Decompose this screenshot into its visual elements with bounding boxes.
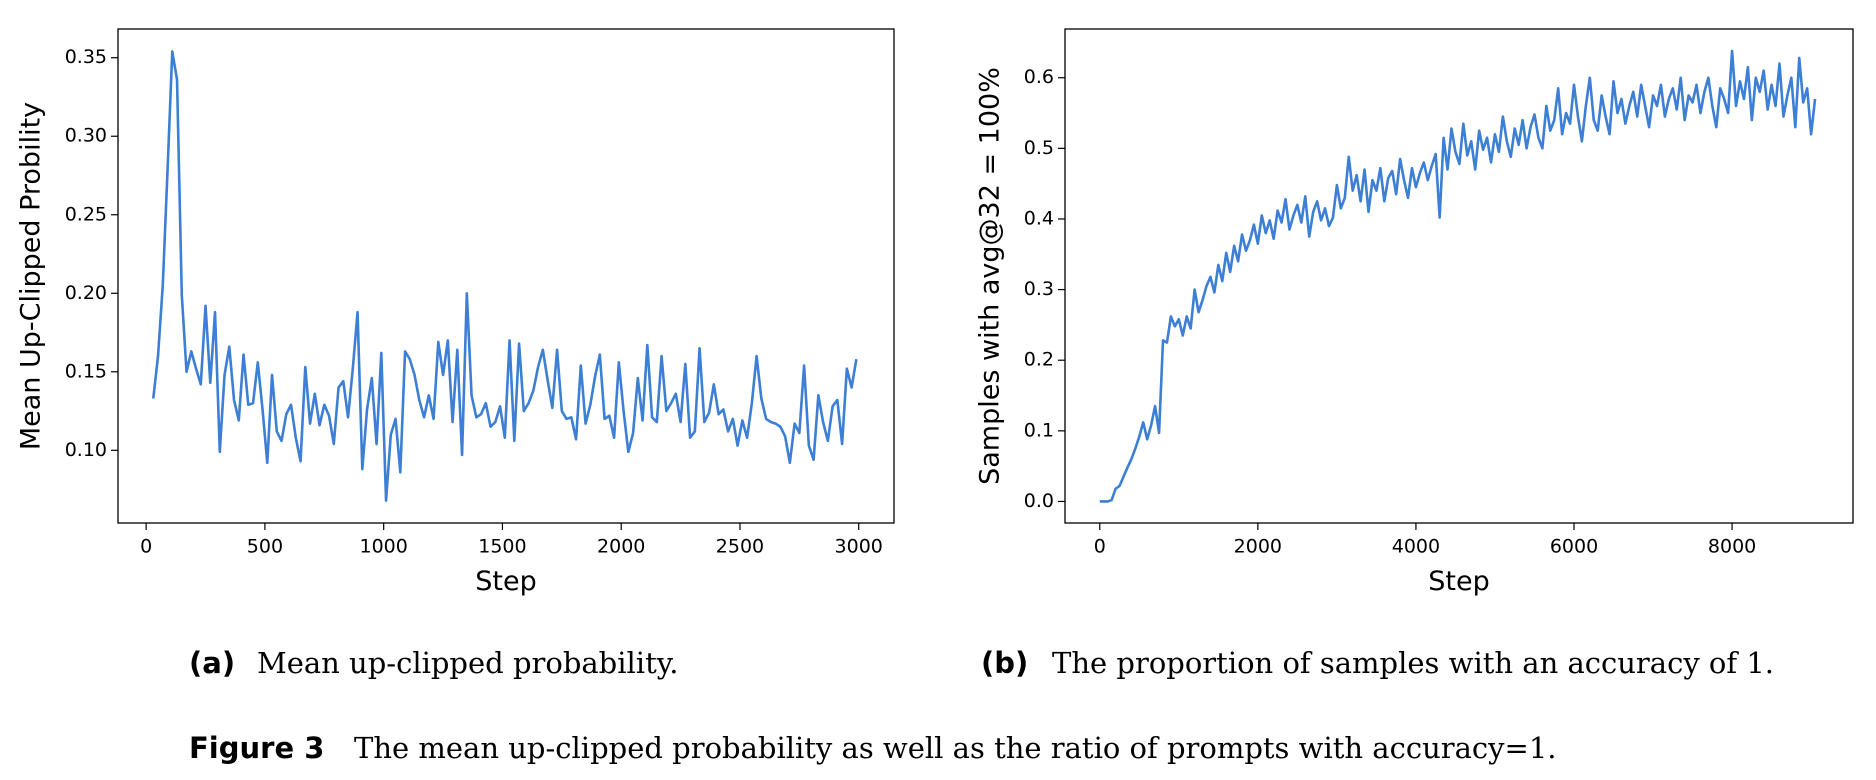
y-tick-label: 0.25: [65, 203, 107, 225]
y-tick-label: 0.0: [1024, 490, 1054, 512]
data-line: [1099, 49, 1817, 503]
x-tick-label: 500: [247, 536, 283, 558]
y-tick-label: 0.5: [1024, 137, 1054, 159]
x-tick-label: 2000: [597, 536, 645, 558]
figure-caption: The mean up-clipped probability as well …: [354, 731, 1557, 765]
x-tick-label: 3000: [835, 536, 883, 558]
y-tick-label: 0.4: [1024, 207, 1054, 229]
x-tick-label: 1000: [359, 536, 407, 558]
x-axis-label: Step: [475, 566, 536, 597]
subcaption-label: (a): [189, 646, 235, 680]
y-tick-label: 0.20: [65, 282, 107, 304]
y-tick-label: 0.2: [1024, 349, 1054, 371]
y-tick-label: 0.10: [65, 439, 107, 461]
figure-caption-label: Figure 3: [189, 731, 324, 765]
subcaption-label: (b): [981, 646, 1028, 680]
x-tick-label: 4000: [1392, 536, 1440, 558]
axes-frame: [117, 28, 895, 524]
y-tick-label: 0.30: [65, 125, 107, 147]
y-axis-label: Samples with avg@32 = 100%: [975, 67, 1006, 485]
x-tick-label: 8000: [1708, 536, 1756, 558]
x-tick-label: 2500: [716, 536, 764, 558]
y-tick-label: 0.15: [65, 360, 107, 382]
data-line: [151, 50, 858, 502]
y-tick-label: 0.6: [1024, 66, 1054, 88]
y-tick-label: 0.3: [1024, 278, 1054, 300]
x-tick-label: 6000: [1550, 536, 1598, 558]
subcaption: The proportion of samples with an accura…: [1052, 646, 1774, 680]
x-axis-label: Step: [1428, 566, 1489, 597]
y-tick-label: 0.1: [1024, 419, 1054, 441]
x-tick-label: 0: [140, 536, 152, 558]
x-tick-label: 1500: [478, 536, 526, 558]
x-tick-label: 2000: [1234, 536, 1282, 558]
x-tick-label: 0: [1094, 536, 1106, 558]
axes-frame: [1064, 28, 1854, 524]
y-axis-label: Mean Up-Clipped Probility: [16, 102, 47, 450]
subcaption: Mean up-clipped probability.: [257, 646, 678, 680]
y-tick-label: 0.35: [65, 46, 107, 68]
